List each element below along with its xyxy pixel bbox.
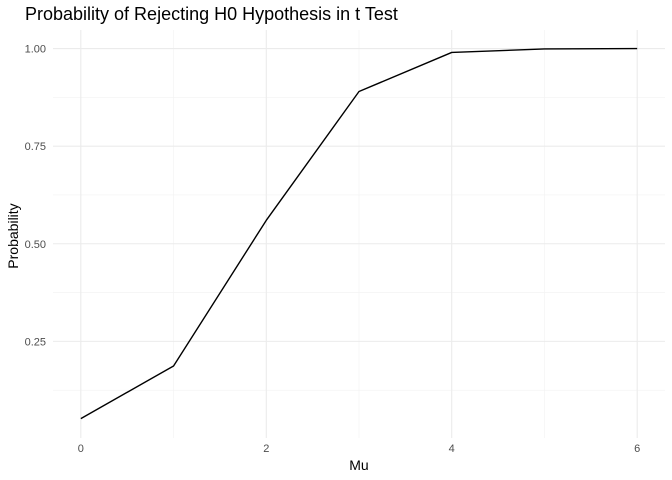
x-tick-labels: 0 2 4 6: [78, 443, 640, 455]
x-axis-title: Mu: [349, 457, 368, 473]
x-tick-label: 4: [449, 443, 455, 455]
y-axis-title: Probability: [5, 203, 21, 268]
y-tick-label: 1.00: [25, 44, 46, 56]
grid-minor: [53, 30, 665, 438]
y-tick-labels: 0.25 0.50 0.75 1.00: [25, 44, 46, 349]
series-layer: [80, 47, 638, 420]
y-tick-label: 0.50: [25, 239, 46, 251]
x-tick-label: 0: [78, 443, 84, 455]
series-line: [80, 47, 638, 420]
x-tick-label: 2: [263, 443, 269, 455]
y-tick-label: 0.75: [25, 141, 46, 153]
chart-title: Probability of Rejecting H0 Hypothesis i…: [25, 4, 398, 24]
x-tick-label: 6: [634, 443, 640, 455]
y-tick-label: 0.25: [25, 336, 46, 348]
